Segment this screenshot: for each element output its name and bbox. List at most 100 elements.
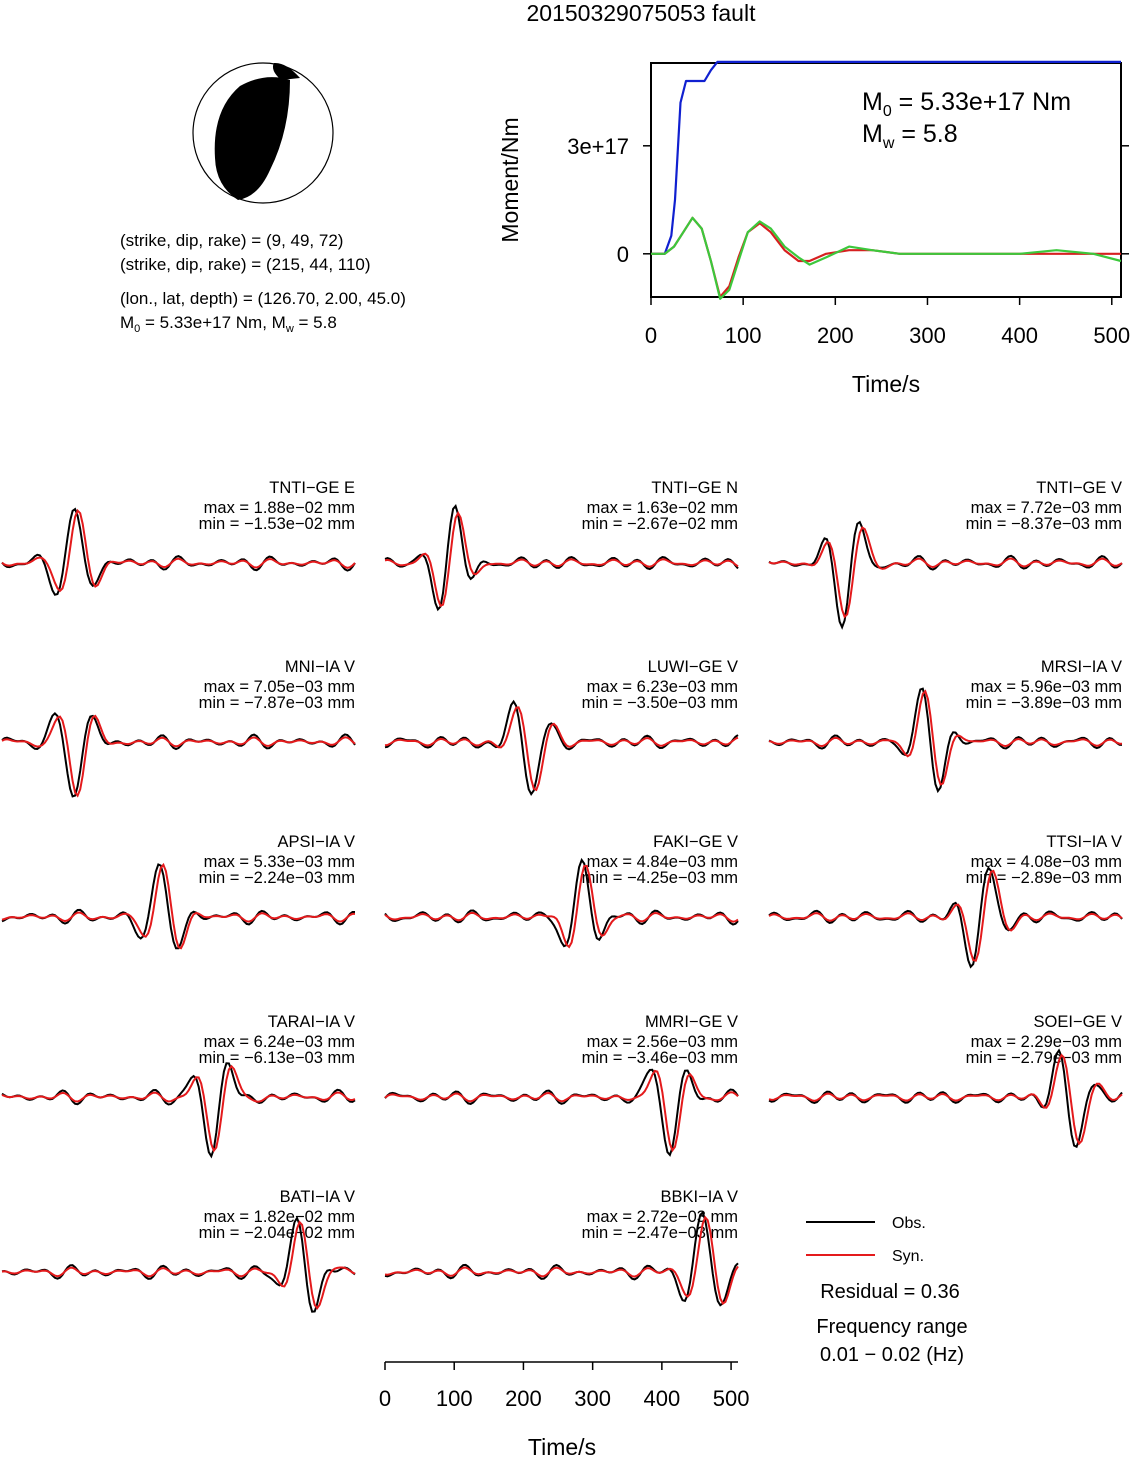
max-amplitude-label: max = 1.88e−02 mm bbox=[204, 499, 355, 517]
moment-xtick-label: 100 bbox=[725, 323, 762, 348]
synthetic-trace bbox=[1, 862, 355, 950]
moment-xtick-label: 500 bbox=[1093, 323, 1130, 348]
synthetic-trace bbox=[1, 1064, 356, 1153]
moment-xlabel: Time/s bbox=[852, 371, 920, 397]
observed-trace bbox=[768, 1048, 1123, 1149]
waveform-xtick-label: 0 bbox=[379, 1386, 391, 1411]
synthetic-trace bbox=[768, 526, 1123, 619]
waveform-xlabel: Time/s bbox=[528, 1434, 596, 1457]
frequency-value: 0.01 − 0.02 (Hz) bbox=[820, 1344, 964, 1366]
min-amplitude-label: min = −2.89e−03 mm bbox=[966, 869, 1122, 887]
max-amplitude-label: max = 7.72e−03 mm bbox=[971, 499, 1122, 517]
max-amplitude-label: max = 2.29e−03 mm bbox=[971, 1033, 1122, 1051]
synthetic-trace bbox=[384, 864, 739, 949]
synthetic-trace bbox=[1, 1220, 356, 1310]
figure-title: 20150329075053 fault bbox=[527, 0, 757, 26]
min-amplitude-label: min = −7.87e−03 mm bbox=[199, 694, 355, 712]
beachball bbox=[192, 62, 334, 204]
synthetic-trace bbox=[384, 1069, 739, 1153]
min-amplitude-label: min = −2.04e−02 mm bbox=[199, 1224, 355, 1242]
min-amplitude-label: min = −6.13e−03 mm bbox=[199, 1049, 355, 1067]
moment-rate-red-line bbox=[651, 216, 1121, 299]
legend-syn-label: Syn. bbox=[892, 1248, 924, 1265]
observed-trace bbox=[384, 699, 739, 797]
observed-trace bbox=[1, 863, 355, 950]
min-amplitude-label: min = −3.89e−03 mm bbox=[966, 694, 1122, 712]
min-amplitude-label: min = −2.67e−02 mm bbox=[582, 515, 738, 533]
moment-ytick-label: 0 bbox=[617, 242, 629, 267]
min-amplitude-label: min = −1.53e−02 mm bbox=[199, 515, 355, 533]
synthetic-trace bbox=[768, 689, 1123, 786]
legend: Obs. Syn. Residual = 0.36 Frequency rang… bbox=[806, 1215, 968, 1366]
synthetic-trace bbox=[384, 510, 739, 608]
waveform-xtick-label: 300 bbox=[574, 1386, 611, 1411]
station-label: TNTI−GE N bbox=[651, 479, 738, 497]
synthetic-trace bbox=[1, 508, 356, 593]
synthetic-trace bbox=[768, 1053, 1123, 1146]
station-label: TARAI−IA V bbox=[268, 1013, 355, 1031]
max-amplitude-label: max = 5.33e−03 mm bbox=[204, 853, 355, 871]
min-amplitude-label: min = −2.24e−03 mm bbox=[199, 869, 355, 887]
max-amplitude-label: max = 4.84e−03 mm bbox=[587, 853, 738, 871]
station-label: MRSI−IA V bbox=[1041, 658, 1122, 676]
moment-mw-annotation: Mw = 5.8 bbox=[862, 120, 958, 152]
observed-trace bbox=[1, 712, 356, 798]
moment-m0-annotation: M0 = 5.33e+17 Nm bbox=[862, 88, 1071, 120]
station-label: MMRI−GE V bbox=[645, 1013, 738, 1031]
waveform-xtick-label: 500 bbox=[713, 1386, 750, 1411]
synthetic-trace bbox=[384, 706, 739, 792]
frequency-title: Frequency range bbox=[816, 1316, 967, 1338]
mechanism-line-3: (lon., lat, depth) = (126.70, 2.00, 45.0… bbox=[120, 289, 406, 308]
station-label: MNI−IA V bbox=[285, 658, 355, 676]
max-amplitude-label: max = 1.82e−02 mm bbox=[204, 1208, 355, 1226]
moment-ytick-label: 3e+17 bbox=[567, 134, 629, 159]
station-label: APSI−IA V bbox=[277, 833, 355, 851]
station-label: BATI−IA V bbox=[280, 1188, 355, 1206]
max-amplitude-label: max = 6.23e−03 mm bbox=[587, 678, 738, 696]
cumulative-moment-line bbox=[651, 60, 1121, 255]
station-label: FAKI−GE V bbox=[653, 833, 738, 851]
station-label: LUWI−GE V bbox=[648, 658, 738, 676]
mechanism-line-1: (strike, dip, rake) = (9, 49, 72) bbox=[120, 231, 343, 250]
moment-xtick-label: 400 bbox=[1001, 323, 1038, 348]
min-amplitude-label: min = −8.37e−03 mm bbox=[966, 515, 1122, 533]
moment-rate-green-line bbox=[651, 216, 1122, 300]
station-label: TNTI−GE V bbox=[1036, 479, 1122, 497]
station-label: TTSI−IA V bbox=[1046, 833, 1122, 851]
moment-ylabel: Moment/Nm bbox=[497, 117, 523, 242]
min-amplitude-label: min = −4.25e−03 mm bbox=[582, 869, 738, 887]
min-amplitude-label: min = −3.46e−03 mm bbox=[582, 1049, 738, 1067]
max-amplitude-label: max = 5.96e−03 mm bbox=[971, 678, 1122, 696]
observed-trace bbox=[768, 520, 1123, 630]
moment-xtick-label: 0 bbox=[645, 323, 657, 348]
station-label: BBKI−IA V bbox=[660, 1188, 738, 1206]
min-amplitude-label: min = −2.47e−03 mm bbox=[582, 1224, 738, 1242]
mechanism-line-4: M0 = 5.33e+17 Nm, Mw = 5.8 bbox=[120, 313, 337, 335]
station-label: SOEI−GE V bbox=[1034, 1013, 1123, 1031]
waveform-xtick-label: 100 bbox=[436, 1386, 473, 1411]
max-amplitude-label: max = 7.05e−03 mm bbox=[204, 678, 355, 696]
max-amplitude-label: max = 1.63e−02 mm bbox=[587, 499, 738, 517]
max-amplitude-label: max = 2.56e−03 mm bbox=[587, 1033, 738, 1051]
min-amplitude-label: min = −2.79e−03 mm bbox=[966, 1049, 1122, 1067]
synthetic-trace bbox=[384, 1215, 739, 1305]
synthetic-trace bbox=[768, 869, 1123, 962]
max-amplitude-label: max = 4.08e−03 mm bbox=[971, 853, 1122, 871]
waveform-xtick-label: 400 bbox=[644, 1386, 681, 1411]
